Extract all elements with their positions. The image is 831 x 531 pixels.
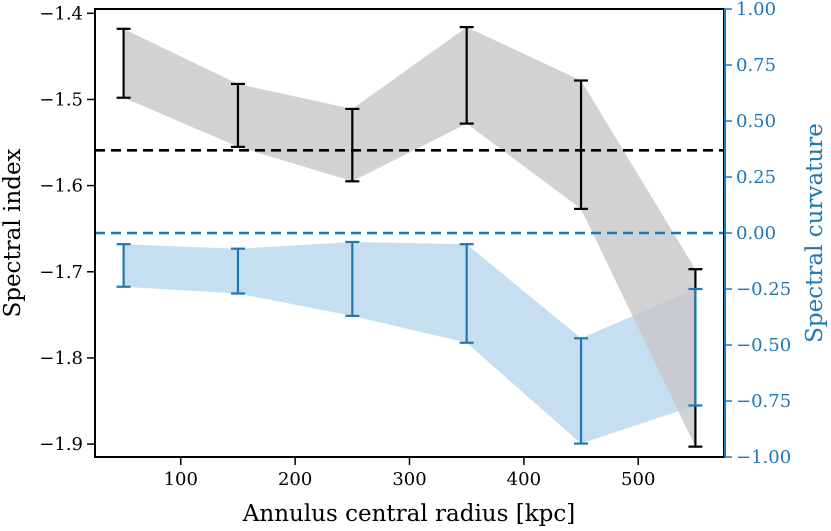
right-y-tick-label: −0.75 (736, 391, 791, 412)
right-y-tick-label: 0.25 (736, 167, 776, 188)
x-tick-label: 300 (392, 469, 426, 490)
right-axis-label: Spectral curvature (802, 123, 828, 343)
error-bars (116, 25, 703, 448)
index-band (123, 27, 696, 447)
left-y-tick-label: −1.5 (39, 89, 83, 110)
x-axis-ticks: 100 200 300 400 500 (164, 457, 655, 490)
right-y-tick-label: 0.00 (736, 223, 776, 244)
right-y-tick-label: 0.75 (736, 55, 776, 76)
right-y-tick-label: −0.50 (736, 335, 791, 356)
curvature-band (123, 242, 696, 444)
right-y-tick-label: 0.50 (736, 111, 776, 132)
left-axis-ticks: −1.4 −1.5 −1.6 −1.7 −1.8 −1.9 (39, 3, 95, 455)
band-fills (123, 27, 696, 447)
left-y-tick-label: −1.9 (39, 434, 83, 455)
x-tick-label: 200 (278, 469, 312, 490)
x-tick-label: 100 (164, 469, 198, 490)
left-y-tick-label: −1.8 (39, 348, 83, 369)
reference-lines (95, 148, 724, 235)
right-axis-ticks: 1.00 0.75 0.50 0.25 0.00 −0.25 −0.50 −0.75 −1.00 (724, 0, 791, 468)
left-y-tick-label: −1.7 (39, 262, 83, 283)
x-tick-label: 500 (621, 469, 655, 490)
x-axis-label: Annulus central radius [kpc] (242, 501, 575, 527)
left-y-tick-label: −1.4 (39, 3, 83, 24)
right-y-tick-label: −0.25 (736, 279, 791, 300)
right-y-tick-label: −1.00 (736, 447, 791, 468)
left-axis-label: Spectral index (0, 148, 26, 317)
left-y-tick-label: −1.6 (39, 176, 83, 197)
right-y-tick-label: 1.00 (736, 0, 776, 20)
x-tick-label: 400 (507, 469, 541, 490)
